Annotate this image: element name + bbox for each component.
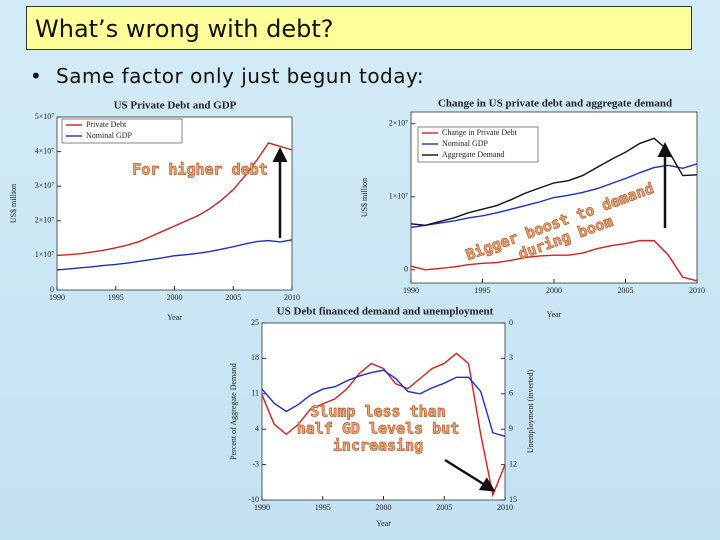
y-tick-label: 18 bbox=[251, 353, 259, 362]
legend-box bbox=[61, 118, 183, 144]
x-axis-label: Year bbox=[376, 519, 391, 528]
x-axis-label: Year bbox=[167, 313, 182, 322]
y-tick-label: 5×10⁷ bbox=[35, 112, 55, 121]
y2-tick-label: 6 bbox=[509, 389, 513, 398]
bullet-text: Same factor only just begun today: bbox=[56, 64, 425, 88]
y2-tick-label: 15 bbox=[509, 495, 517, 504]
bullet: • Same factor only just begun today: bbox=[30, 64, 425, 88]
legend-label: Nominal GDP bbox=[442, 139, 489, 148]
y-tick-label: 0 bbox=[404, 265, 408, 274]
y-tick-label: -10 bbox=[248, 495, 259, 504]
x-tick-label: 1990 bbox=[403, 286, 419, 295]
x-tick-label: 1995 bbox=[108, 293, 124, 302]
annotation: Slump less than bbox=[310, 403, 445, 421]
series-line bbox=[410, 137, 698, 226]
x-tick-label: 1995 bbox=[315, 503, 331, 512]
annotation: For higher debt bbox=[132, 161, 267, 179]
chart-title: US Private Debt and GDP bbox=[114, 100, 237, 112]
x-axis-label: Year bbox=[547, 310, 562, 319]
series-line bbox=[410, 163, 698, 229]
y-axis-label: US$ million bbox=[9, 184, 18, 223]
y-axis-label: US$ million bbox=[360, 178, 369, 217]
y-tick-label: 4 bbox=[255, 424, 259, 433]
y-tick-label: 4×10⁷ bbox=[35, 146, 55, 155]
plot-area bbox=[56, 116, 293, 291]
y-tick-label: 1×10⁷ bbox=[35, 250, 55, 259]
chart-title: Change in US private debt and aggregate … bbox=[438, 98, 672, 110]
x-tick-label: 1990 bbox=[49, 293, 65, 302]
y2-tick-label: 0 bbox=[509, 318, 513, 327]
slide-title: What’s wrong with debt? bbox=[35, 15, 334, 43]
x-tick-label: 2010 bbox=[497, 503, 513, 512]
x-tick-label: 2000 bbox=[376, 503, 392, 512]
legend-label: Private Debt bbox=[86, 120, 127, 129]
y-tick-label: -3 bbox=[252, 459, 259, 468]
annotation: increasing bbox=[333, 437, 423, 455]
x-tick-label: 2005 bbox=[225, 293, 241, 302]
x-tick-label: 2000 bbox=[546, 286, 562, 295]
arrow bbox=[444, 458, 496, 492]
series-line bbox=[56, 239, 293, 271]
y-tick-label: 25 bbox=[251, 318, 259, 327]
y2-axis-label: Unemployment (inverted) bbox=[526, 370, 535, 454]
x-tick-label: 1990 bbox=[254, 503, 270, 512]
annotation: half GD levels but bbox=[297, 420, 460, 438]
chart-title: US Debt financed demand and unemployment bbox=[277, 306, 494, 318]
y2-tick-label: 9 bbox=[509, 424, 513, 433]
y-tick-label: 2×10⁷ bbox=[389, 119, 409, 128]
title-box: What’s wrong with debt? bbox=[26, 6, 692, 50]
series-line bbox=[261, 352, 506, 498]
y2-tick-label: 3 bbox=[509, 353, 513, 362]
y2-tick-label: 12 bbox=[509, 459, 517, 468]
y-tick-label: 2×10⁷ bbox=[35, 216, 55, 225]
x-tick-label: 2010 bbox=[689, 286, 705, 295]
series-line bbox=[410, 239, 698, 282]
y-tick-label: 3×10⁷ bbox=[35, 181, 55, 190]
x-tick-label: 1995 bbox=[475, 286, 491, 295]
x-tick-label: 2005 bbox=[618, 286, 634, 295]
series-line bbox=[261, 369, 506, 437]
x-tick-label: 2000 bbox=[167, 293, 183, 302]
legend-label: Nominal GDP bbox=[86, 131, 133, 140]
y-tick-label: 11 bbox=[251, 389, 259, 398]
y-axis-label: Percent of Aggregate Demand bbox=[229, 363, 238, 460]
legend-label: Aggregate Demand bbox=[442, 150, 504, 159]
y-tick-label: 1×10⁷ bbox=[389, 192, 409, 201]
x-tick-label: 2010 bbox=[284, 293, 300, 302]
y-tick-label: 0 bbox=[50, 285, 54, 294]
legend-label: Change in Private Debt bbox=[442, 128, 518, 137]
x-tick-label: 2005 bbox=[436, 503, 452, 512]
series-line bbox=[56, 142, 293, 257]
plot-area bbox=[261, 322, 506, 501]
